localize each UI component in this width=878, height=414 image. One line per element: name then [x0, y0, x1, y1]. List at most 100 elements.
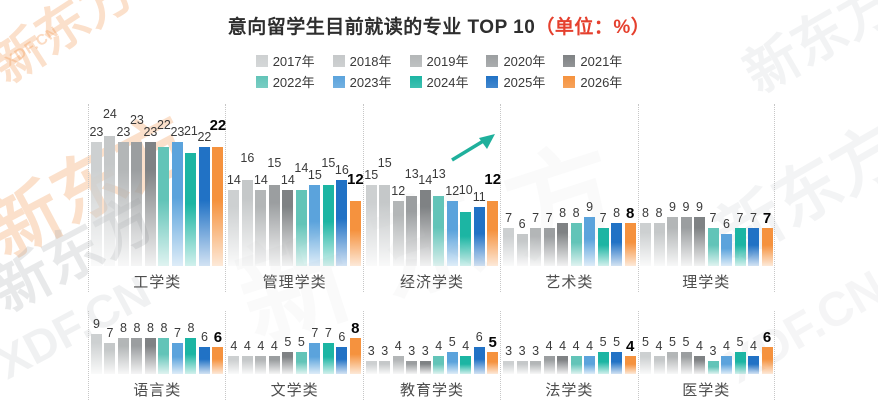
- bar-2025年: [198, 347, 210, 374]
- bar-column: 4: [584, 311, 596, 374]
- bar-column: 3: [365, 311, 377, 374]
- bar-column: 4: [392, 311, 404, 374]
- bar-2021年: [419, 190, 431, 266]
- bar-value-label: 7: [173, 325, 181, 340]
- bar-value-label: 5: [736, 334, 744, 349]
- bar-column: 4: [255, 311, 267, 374]
- bar-column: 3: [530, 311, 542, 374]
- legend: 2017年 2018年 2019年 2020年 2021年 2022年 2023年 2024年…: [0, 50, 878, 92]
- bar-column: 4: [694, 311, 705, 374]
- legend-swatch-icon: [563, 75, 576, 88]
- category-label: 医学类: [682, 382, 731, 399]
- chart-title: 意向留学生目前就读的专业 TOP 10: [227, 17, 536, 38]
- plot-area: 15 15 12 13 14 13 12 10 11 12: [364, 104, 502, 266]
- bar-2021年: [557, 356, 569, 374]
- bar-2026年: [487, 351, 499, 374]
- bar-column: 7: [734, 104, 746, 266]
- bar-2023年: [584, 356, 596, 374]
- bar-value-label: 11: [472, 189, 486, 204]
- legend-label: 2019年: [426, 54, 469, 69]
- bar-2024年: [185, 338, 197, 374]
- bar-column: 9: [90, 311, 102, 374]
- bar-2017年: [90, 141, 102, 266]
- bar-column: 7: [503, 104, 515, 266]
- plot-area: 14 16 14 15 14 14 15 15 16 12: [226, 104, 364, 266]
- category-label: 教育学类: [399, 382, 464, 399]
- bar-column: 4: [460, 311, 472, 374]
- bar-column: 4: [570, 311, 582, 374]
- legend-item-2026年: 2026年: [563, 72, 622, 91]
- chart-unit-label: （单位：%）: [535, 17, 651, 38]
- bar-column: 15: [321, 104, 335, 266]
- bar-value-label: 6: [518, 216, 526, 231]
- bar-column: 8: [557, 104, 569, 266]
- bar-value-label: 23: [116, 124, 131, 139]
- legend-label: 2022年: [272, 75, 315, 90]
- bar-2021年: [419, 360, 431, 374]
- bar-value-label: 12: [445, 184, 460, 199]
- bar-value-label: 4: [696, 339, 703, 353]
- bar-2020年: [131, 141, 143, 266]
- chart-group-教育学类: 3 3 4 3 3 4 5 4 6 5 教育学类: [362, 311, 500, 400]
- bar-value-label: 22: [209, 117, 227, 135]
- bar-value-label: 15: [364, 168, 379, 182]
- bar-column: 4: [624, 311, 636, 374]
- bar-value-label: 7: [106, 325, 114, 340]
- bar-column: 7: [761, 104, 773, 266]
- bar-column: 8: [144, 311, 156, 374]
- bar-2017年: [228, 190, 240, 266]
- bar-value-label: 15: [267, 156, 282, 170]
- bar-column: 5: [282, 311, 294, 374]
- legend-label: 2017年: [272, 54, 315, 69]
- bar-2026年: [624, 356, 636, 374]
- bar-column: 5: [667, 311, 678, 374]
- legend-item-2021年: 2021年: [563, 51, 622, 70]
- bar-value-label: 8: [133, 321, 141, 335]
- bar-value-label: 8: [613, 205, 621, 220]
- bar-column: 6: [198, 311, 210, 374]
- bar-value-label: 7: [324, 325, 332, 340]
- bar-column: 15: [308, 104, 322, 266]
- bar-value-label: 23: [129, 112, 144, 127]
- bar-2017年: [503, 360, 515, 374]
- bar-2022年: [433, 356, 445, 374]
- bar-value-label: 23: [143, 124, 158, 139]
- bar-value-label: 4: [559, 339, 567, 353]
- bar-value-label: 14: [226, 173, 241, 188]
- bar-2018年: [653, 222, 665, 266]
- bar-column: 12: [484, 104, 502, 266]
- bar-2024年: [460, 212, 472, 266]
- bar-value-label: 7: [599, 211, 607, 226]
- bar-2025年: [198, 147, 210, 266]
- bar-value-label: 6: [213, 329, 223, 346]
- legend-item-2022年: 2022年: [255, 72, 315, 91]
- bar-2019年: [117, 338, 129, 374]
- chart-group-工学类: 23 24 23 23 23 22 23 21 22 22 工学类: [88, 104, 227, 292]
- bar-2018年: [516, 360, 528, 374]
- bar-column: 15: [364, 104, 379, 266]
- bar-value-label: 3: [518, 343, 526, 358]
- bar-value-label: 22: [156, 118, 171, 133]
- legend-swatch-icon: [255, 54, 268, 67]
- bar-value-label: 8: [625, 204, 635, 222]
- bar-value-label: 14: [418, 173, 433, 188]
- bar-column: 12: [445, 104, 460, 266]
- bar-column: 7: [748, 104, 759, 266]
- bar-column: 24: [103, 104, 117, 266]
- bar-2026年: [212, 347, 224, 374]
- bar-column: 7: [530, 104, 542, 266]
- bar-2023年: [721, 356, 732, 374]
- bar-value-label: 12: [484, 171, 502, 189]
- bar-value-label: 4: [655, 339, 663, 353]
- bar-column: 4: [241, 311, 253, 374]
- bar-2025年: [611, 351, 623, 374]
- chart-row-top: 23 24 23 23 23 22 23 21 22 22 工学类 14 16 14 15 14 14 15 15 1…: [88, 104, 775, 292]
- bar-value-label: 4: [243, 339, 251, 353]
- chart-group-管理学类: 14 16 14 15 14 14 15 15 16 12 管理学类: [225, 104, 364, 292]
- bar-2021年: [144, 141, 156, 266]
- bar-2024年: [597, 228, 609, 266]
- bar-2024年: [322, 185, 334, 266]
- bar-2024年: [322, 342, 334, 374]
- bar-value-label: 4: [435, 339, 443, 353]
